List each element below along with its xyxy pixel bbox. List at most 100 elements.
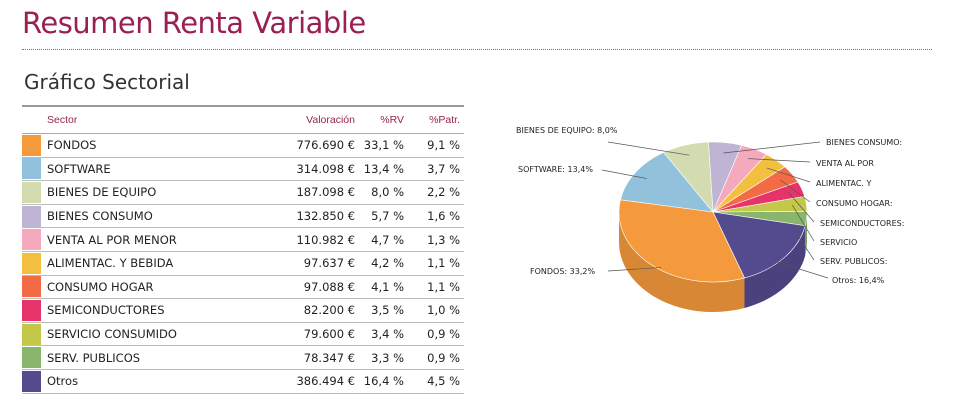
pie-slice [620,152,714,213]
table-row: SEMICONDUCTORES 82.200 € 3,5 % 1,0 % [22,299,464,323]
cell-patr: 3,7 % [427,161,460,176]
cell-sector: SERVICIO CONSUMIDO [47,327,177,342]
color-swatch [22,276,41,298]
cell-rv: 3,5 % [371,303,404,318]
cell-patr: 1,1 % [427,279,460,294]
cell-sector: Otros [47,374,79,389]
cell-patr: 4,5 % [427,374,460,389]
color-swatch [22,299,41,321]
leader-line [792,227,815,261]
cell-valoracion: 776.690 € [296,138,355,153]
cell-sector: SERV. PUBLICOS [47,350,141,365]
leader-line [766,167,811,183]
cell-sector: CONSUMO HOGAR [47,279,154,294]
pie-slices [618,141,808,283]
leader-line [773,260,829,279]
table-row: SERVICIO CONSUMIDO 79.600 € 3,4 % 0,9 % [22,323,464,347]
color-swatch [22,323,41,345]
leader-line [788,192,815,223]
pie-slice-label: ALIMENTAC. Y [816,179,872,188]
table-row: VENTA AL POR MENOR 110.982 € 4,7 % 1,3 % [22,228,464,252]
pie-slice [663,141,714,213]
table-row: FONDOS 776.690 € 33,1 % 9,1 % [22,134,464,158]
sector-table: Sector Valoración %RV %Patr. FONDOS 776.6… [22,105,464,394]
leader-line [607,141,690,156]
pie-slice-label: VENTA AL POR [816,159,874,168]
cell-rv: 5,7 % [371,209,404,224]
cell-patr: 2,2 % [427,185,460,200]
table-row: ALIMENTAC. Y BEBIDA 97.637 € 4,2 % 1,1 % [22,252,464,276]
leader-line [723,141,821,154]
leader-line [601,169,647,179]
cell-valoracion: 386.494 € [296,374,355,389]
leader-line [607,267,662,272]
cell-sector: BIENES CONSUMO [47,209,153,224]
cell-patr: 0,9 % [427,350,460,365]
cell-patr: 9,1 % [427,138,460,153]
cell-sector: SOFTWARE [47,161,111,176]
pie-slice [712,211,806,279]
cell-patr: 1,0 % [427,303,460,318]
color-swatch [22,347,41,369]
cell-sector: SEMICONDUCTORES [47,303,165,318]
cell-patr: 1,3 % [427,232,460,247]
cell-valoracion: 314.098 € [296,161,355,176]
leader-line [748,158,811,163]
pie-slice-side [619,212,745,312]
pie-slice-side [744,225,806,308]
page-title: Resumen Renta Variable [22,6,366,40]
color-swatch [22,370,41,392]
sector-pie-chart: FONDOS: 33,2% SOFTWARE: 13,4% BIENES DE EQ… [516,126,904,312]
color-swatch [22,158,41,180]
cell-sector: BIENES DE EQUIPO [47,185,157,200]
pie-slice-label: CONSUMO HOGAR: [816,199,893,208]
table-header: Sector Valoración %RV %Patr. [22,107,464,134]
cell-valoracion: 78.347 € [303,350,355,365]
table-row: Otros 386.494 € 16,4 % 4,5 % [22,370,464,394]
cell-valoracion: 187.098 € [296,185,355,200]
title-divider [22,49,932,50]
pie-depth [619,212,807,312]
cell-rv: 13,4 % [363,161,404,176]
cell-rv: 4,2 % [371,256,404,271]
cell-valoracion: 79.600 € [303,327,355,342]
cell-rv: 3,3 % [371,350,404,365]
pie-slice-label: FONDOS: 33,2% [530,267,595,276]
color-swatch [22,134,41,156]
table-row: BIENES CONSUMO 132.850 € 5,7 % 1,6 % [22,205,464,229]
column-header-rv: %RV [380,114,404,126]
cell-rv: 8,0 % [371,185,404,200]
pie-slice [618,199,745,283]
column-header-valoracion: Valoración [306,114,355,126]
pie-slice-label: Otros: 16,4% [832,276,885,285]
cell-valoracion: 132.850 € [296,209,355,224]
pie-slice-label: BIENES CONSUMO: [826,138,902,147]
table-row: CONSUMO HOGAR 97.088 € 4,1 % 1,1 % [22,276,464,300]
table-row: BIENES DE EQUIPO 187.098 € 8,0 % 2,2 % [22,181,464,205]
pie-labels: FONDOS: 33,2% SOFTWARE: 13,4% BIENES DE EQ… [516,126,904,285]
cell-rv: 33,1 % [363,138,404,153]
column-header-patr: %Patr. [429,114,460,126]
color-swatch [22,181,41,203]
cell-valoracion: 97.088 € [303,279,355,294]
cell-valoracion: 97.637 € [303,256,355,271]
cell-rv: 4,7 % [371,232,404,247]
pie-slice-label: SEMICONDUCTORES: [820,219,904,228]
column-header-sector: Sector [47,114,78,126]
pie-slice-label: SERV. PUBLICOS: [820,257,887,266]
cell-sector: VENTA AL POR MENOR [47,232,177,247]
cell-patr: 0,9 % [427,327,460,342]
color-swatch [22,252,41,274]
cell-sector: ALIMENTAC. Y BEBIDA [47,256,174,271]
cell-valoracion: 110.982 € [296,232,355,247]
leader-line [792,204,815,242]
cell-rv: 3,4 % [371,327,404,342]
color-swatch [22,205,41,227]
cell-patr: 1,6 % [427,209,460,224]
cell-patr: 1,1 % [427,256,460,271]
section-subtitle: Gráfico Sectorial [24,70,190,94]
pie-slice-label: BIENES DE EQUIPO: 8,0% [516,126,618,135]
color-swatch [22,229,41,251]
table-row: SOFTWARE 314.098 € 13,4 % 3,7 % [22,158,464,182]
pie-slice-side [805,212,807,256]
